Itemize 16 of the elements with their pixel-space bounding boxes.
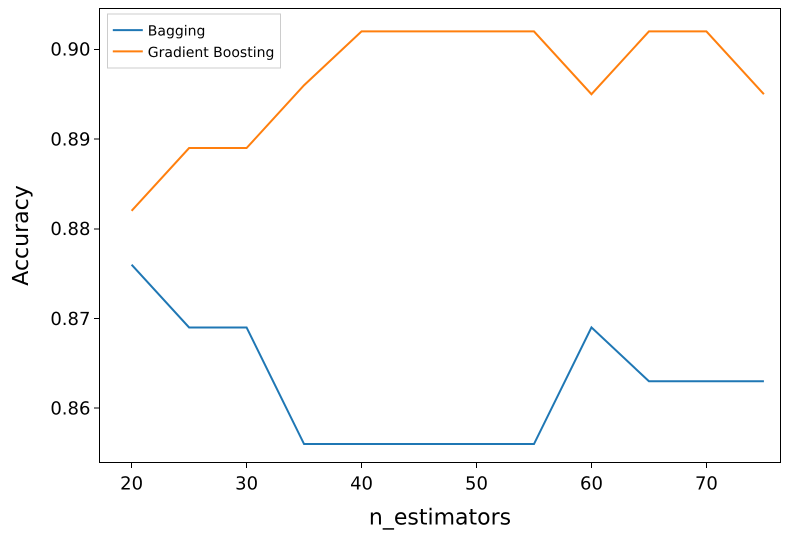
x-axis-title: n_estimators bbox=[368, 506, 512, 530]
line-series bbox=[130, 264, 765, 446]
y-axis-title: Accuracy bbox=[9, 185, 34, 286]
y-tick-label: 0.90 bbox=[50, 40, 90, 61]
x-tick-label: 40 bbox=[350, 474, 373, 495]
x-tick-label: 70 bbox=[694, 474, 718, 495]
legend-label: Bagging bbox=[148, 24, 206, 40]
legend-label: Gradient Boosting bbox=[148, 44, 274, 61]
y-tick-label: 0.86 bbox=[50, 398, 90, 420]
x-tick-label: 60 bbox=[580, 474, 603, 495]
x-tick-label: 50 bbox=[465, 474, 488, 495]
x-tick-label: 30 bbox=[235, 474, 258, 495]
x-tick-label: 20 bbox=[120, 474, 144, 495]
y-tick-label: 0.88 bbox=[50, 219, 90, 240]
y-tick-label: 0.89 bbox=[50, 129, 90, 150]
y-tick-label: 0.87 bbox=[50, 308, 90, 330]
